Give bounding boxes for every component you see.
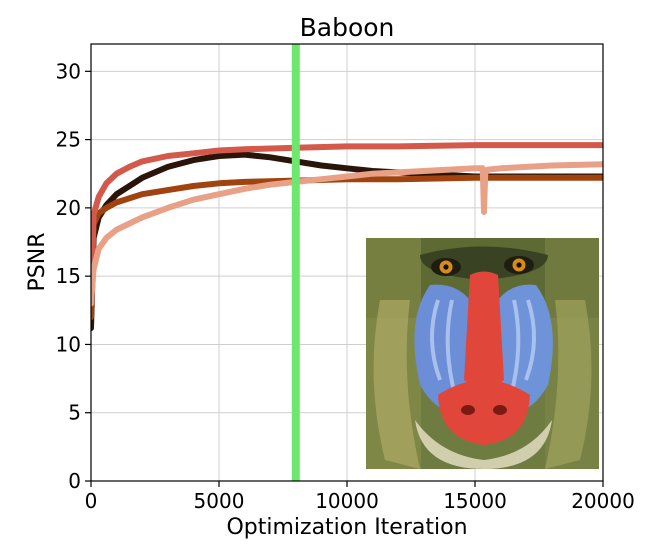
series-line-dark-brown — [91, 151, 603, 332]
y-tick-label: 25 — [56, 128, 81, 152]
series-line-red — [91, 142, 603, 307]
series-line-orange-brown — [91, 174, 603, 321]
series-line-salmon — [91, 161, 603, 307]
grid-lines — [90, 44, 604, 482]
x-tick-label: 20000 — [571, 489, 635, 513]
axis-ticks: 0 5000 10000 15000 20000 0 5 10 15 20 25 30 — [56, 59, 635, 513]
x-tick-label: 0 — [85, 489, 98, 513]
y-tick-label: 10 — [56, 332, 81, 356]
y-tick-label: 30 — [56, 59, 81, 83]
x-tick-label: 10000 — [315, 489, 379, 513]
y-tick-label: 20 — [56, 196, 81, 220]
y-tick-label: 5 — [68, 401, 81, 425]
x-tick-label: 5000 — [194, 489, 245, 513]
series-group — [91, 142, 603, 332]
x-tick-label: 15000 — [443, 489, 507, 513]
chart-title: Baboon — [300, 13, 395, 42]
y-tick-label: 0 — [68, 469, 81, 493]
x-axis-label: Optimization Iteration — [226, 515, 467, 540]
y-axis-label: PSNR — [25, 233, 50, 292]
y-tick-label: 15 — [56, 264, 81, 288]
baboon-photo — [366, 238, 599, 469]
